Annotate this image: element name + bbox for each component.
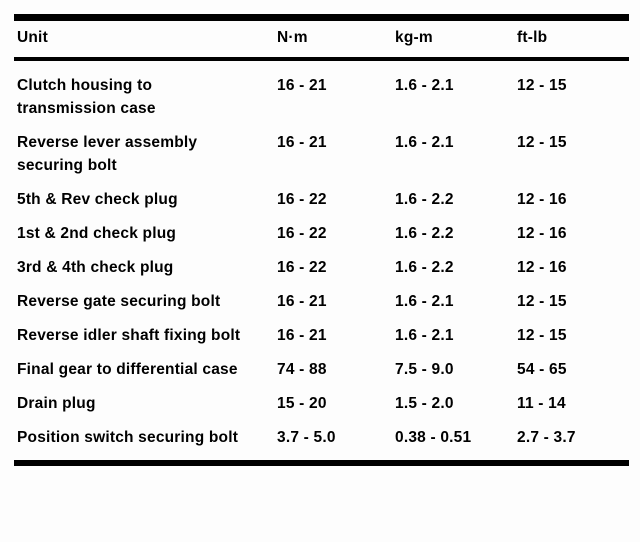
nm-cell: 16 - 22 — [277, 259, 327, 276]
column-header-ftlb: ft-lb — [517, 29, 548, 46]
column-header-unit: Unit — [17, 29, 48, 46]
unit-cell: 5th & Rev check plug — [17, 191, 178, 208]
nm-cell: 16 - 22 — [277, 191, 327, 208]
table-body: Clutch housing to transmission case 16 -… — [14, 74, 640, 449]
column-header-kgm: kg-m — [395, 29, 433, 46]
table-row: Drain plug 15 - 20 1.5 - 2.0 11 - 14 — [14, 392, 640, 415]
ftlb-cell: 12 - 15 — [517, 293, 567, 310]
kgm-cell: 1.6 - 2.1 — [395, 77, 454, 94]
unit-cell: Final gear to differential case — [17, 361, 238, 378]
table-row: 3rd & 4th check plug 16 - 22 1.6 - 2.2 1… — [14, 256, 640, 279]
nm-cell: 15 - 20 — [277, 395, 327, 412]
ftlb-cell: 2.7 - 3.7 — [517, 429, 576, 446]
kgm-cell: 1.6 - 2.1 — [395, 327, 454, 344]
unit-cell: Reverse idler shaft fixing bolt — [17, 327, 241, 344]
unit-cell: Reverse lever assembly securing bolt — [17, 134, 198, 174]
kgm-cell: 7.5 - 9.0 — [395, 361, 454, 378]
table-row: 1st & 2nd check plug 16 - 22 1.6 - 2.2 1… — [14, 222, 640, 245]
kgm-cell: 1.6 - 2.1 — [395, 293, 454, 310]
ftlb-cell: 54 - 65 — [517, 361, 567, 378]
nm-cell: 16 - 21 — [277, 327, 327, 344]
ftlb-cell: 12 - 15 — [517, 134, 567, 151]
unit-cell: 3rd & 4th check plug — [17, 259, 174, 276]
ftlb-cell: 11 - 14 — [517, 395, 566, 412]
kgm-cell: 1.6 - 2.2 — [395, 259, 454, 276]
table-row: 5th & Rev check plug 16 - 22 1.6 - 2.2 1… — [14, 188, 640, 211]
nm-cell: 74 - 88 — [277, 361, 327, 378]
ftlb-cell: 12 - 15 — [517, 327, 567, 344]
ftlb-cell: 12 - 16 — [517, 225, 567, 242]
kgm-cell: 1.6 - 2.2 — [395, 225, 454, 242]
unit-cell: Position switch securing bolt — [17, 429, 239, 446]
unit-cell: Drain plug — [17, 395, 96, 412]
table-bottom-border — [14, 460, 629, 466]
kgm-cell: 1.6 - 2.2 — [395, 191, 454, 208]
unit-cell: Reverse gate securing bolt — [17, 293, 221, 310]
column-header-nm: N·m — [277, 29, 308, 46]
header-divider — [14, 57, 629, 61]
ftlb-cell: 12 - 16 — [517, 191, 567, 208]
ftlb-cell: 12 - 15 — [517, 77, 567, 94]
unit-cell: 1st & 2nd check plug — [17, 225, 177, 242]
nm-cell: 3.7 - 5.0 — [277, 429, 336, 446]
torque-spec-table: Unit N·m kg-m ft-lb Clutch housing to tr… — [14, 14, 640, 466]
table-row: Final gear to differential case 74 - 88 … — [14, 358, 640, 381]
kgm-cell: 1.6 - 2.1 — [395, 134, 454, 151]
table-row: Reverse idler shaft fixing bolt 16 - 21 … — [14, 324, 640, 347]
table-top-border — [14, 14, 629, 21]
table-row: Reverse gate securing bolt 16 - 21 1.6 -… — [14, 290, 640, 313]
kgm-cell: 1.5 - 2.0 — [395, 395, 454, 412]
kgm-cell: 0.38 - 0.51 — [395, 429, 472, 446]
nm-cell: 16 - 22 — [277, 225, 327, 242]
table-row: Position switch securing bolt 3.7 - 5.0 … — [14, 426, 640, 449]
ftlb-cell: 12 - 16 — [517, 259, 567, 276]
unit-cell: Clutch housing to transmission case — [17, 77, 156, 117]
table-row: Clutch housing to transmission case 16 -… — [14, 74, 640, 120]
table-header-row: Unit N·m kg-m ft-lb — [14, 26, 640, 50]
table-row: Reverse lever assembly securing bolt 16 … — [14, 131, 640, 177]
nm-cell: 16 - 21 — [277, 134, 327, 151]
nm-cell: 16 - 21 — [277, 293, 327, 310]
nm-cell: 16 - 21 — [277, 77, 327, 94]
